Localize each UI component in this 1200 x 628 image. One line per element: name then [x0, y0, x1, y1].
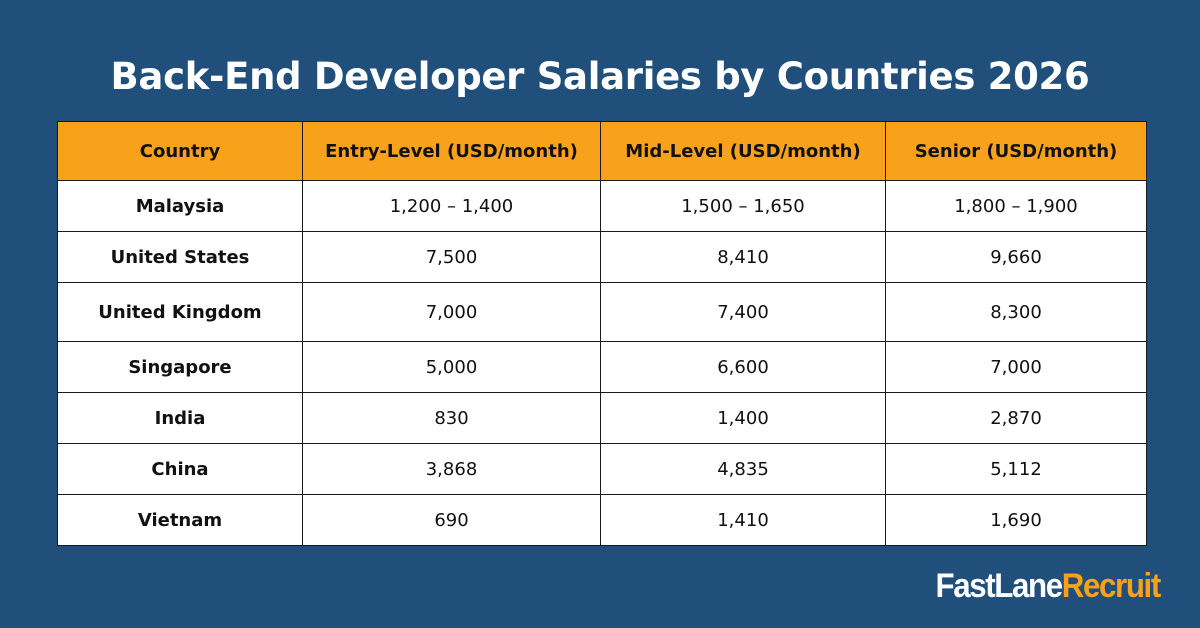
table-row: Malaysia 1,200 – 1,400 1,500 – 1,650 1,8… — [57, 180, 1147, 232]
cell-country: Vietnam — [57, 494, 303, 546]
cell-mid: 1,410 — [600, 494, 886, 546]
cell-senior: 1,800 – 1,900 — [885, 180, 1147, 232]
cell-country: China — [57, 443, 303, 495]
table-row: China 3,868 4,835 5,112 — [57, 443, 1147, 495]
cell-country: United Kingdom — [57, 282, 303, 342]
cell-entry: 1,200 – 1,400 — [302, 180, 601, 232]
logo-text-recruit: Recruit — [1061, 567, 1161, 605]
table-row: Singapore 5,000 6,600 7,000 — [57, 341, 1147, 393]
cell-senior: 5,112 — [885, 443, 1147, 495]
cell-mid: 6,600 — [600, 341, 886, 393]
cell-mid: 1,400 — [600, 392, 886, 444]
table-header-row: Country Entry-Level (USD/month) Mid-Leve… — [57, 121, 1147, 181]
table-row: India 830 1,400 2,870 — [57, 392, 1147, 444]
cell-entry: 3,868 — [302, 443, 601, 495]
cell-senior: 1,690 — [885, 494, 1147, 546]
column-header-country: Country — [57, 121, 303, 181]
cell-mid: 7,400 — [600, 282, 886, 342]
cell-country: India — [57, 392, 303, 444]
brand-logo: FastLaneRecruit — [935, 566, 1162, 606]
cell-senior: 8,300 — [885, 282, 1147, 342]
cell-country: Singapore — [57, 341, 303, 393]
cell-senior: 2,870 — [885, 392, 1147, 444]
cell-entry: 5,000 — [302, 341, 601, 393]
column-header-mid-level: Mid-Level (USD/month) — [600, 121, 886, 181]
cell-entry: 7,000 — [302, 282, 601, 342]
cell-entry: 690 — [302, 494, 601, 546]
cell-mid: 4,835 — [600, 443, 886, 495]
column-header-entry-level: Entry-Level (USD/month) — [302, 121, 601, 181]
cell-mid: 1,500 – 1,650 — [600, 180, 886, 232]
page-title: Back-End Developer Salaries by Countries… — [110, 55, 1090, 98]
table-row: Vietnam 690 1,410 1,690 — [57, 494, 1147, 546]
cell-country: United States — [57, 231, 303, 283]
cell-senior: 7,000 — [885, 341, 1147, 393]
cell-mid: 8,410 — [600, 231, 886, 283]
cell-entry: 7,500 — [302, 231, 601, 283]
logo-text-fastlane: FastLane — [935, 567, 1064, 605]
salary-table: Country Entry-Level (USD/month) Mid-Leve… — [57, 121, 1147, 546]
cell-country: Malaysia — [57, 180, 303, 232]
cell-senior: 9,660 — [885, 231, 1147, 283]
cell-entry: 830 — [302, 392, 601, 444]
table-row: United Kingdom 7,000 7,400 8,300 — [57, 282, 1147, 342]
column-header-senior: Senior (USD/month) — [885, 121, 1147, 181]
table-row: United States 7,500 8,410 9,660 — [57, 231, 1147, 283]
